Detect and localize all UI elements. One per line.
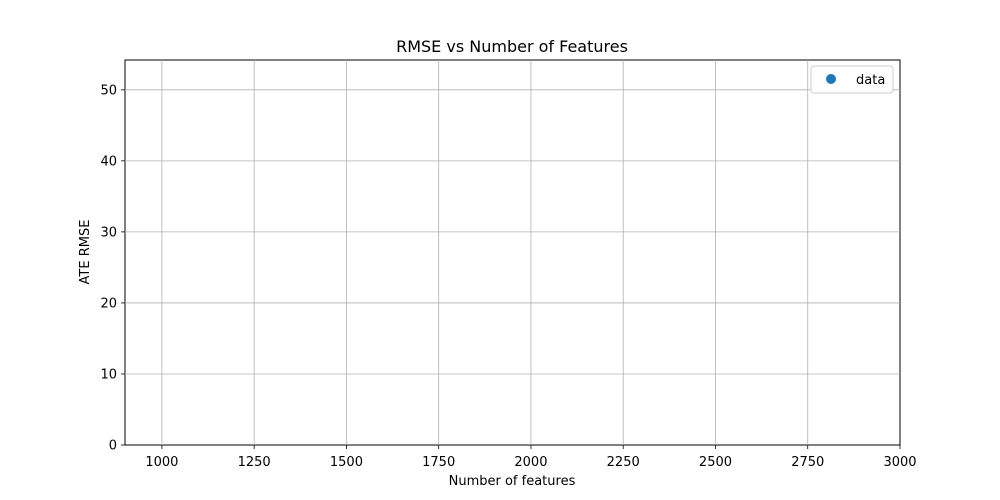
y-tick-label: 20 — [100, 296, 117, 311]
y-tick-label: 50 — [100, 83, 117, 98]
x-tick-label: 2750 — [791, 455, 824, 470]
chart-title: RMSE vs Number of Features — [396, 37, 628, 56]
x-axis-ticks: 1000 1250 1500 1750 2000 2250 2500 2750 3000 — [145, 445, 917, 470]
x-axis-label: Number of features — [449, 474, 576, 489]
grid-lines — [125, 60, 900, 445]
plot-area: 1000 1250 1500 1750 2000 2250 2500 2750 3000 0 10… — [100, 59, 917, 470]
legend-marker — [826, 74, 836, 84]
x-tick-label: 2500 — [699, 455, 732, 470]
y-tick-label: 10 — [100, 367, 117, 382]
y-axis-ticks: 0 10 20 30 40 50 — [100, 83, 125, 454]
y-axis-label: ATE RMSE — [78, 220, 93, 285]
x-tick-label: 2250 — [607, 455, 640, 470]
legend-label: data — [856, 73, 885, 88]
plot-frame — [124, 59, 901, 446]
x-tick-label: 2000 — [514, 455, 547, 470]
x-tick-label: 3000 — [883, 455, 916, 470]
y-tick-label: 30 — [100, 225, 117, 240]
x-tick-label: 1500 — [330, 455, 363, 470]
x-tick-label: 1000 — [145, 455, 178, 470]
x-tick-label: 1250 — [238, 455, 271, 470]
y-tick-label: 0 — [109, 439, 117, 454]
legend: data — [810, 65, 894, 94]
y-tick-label: 40 — [100, 154, 117, 169]
x-tick-label: 1750 — [422, 455, 455, 470]
legend-box — [810, 65, 894, 94]
